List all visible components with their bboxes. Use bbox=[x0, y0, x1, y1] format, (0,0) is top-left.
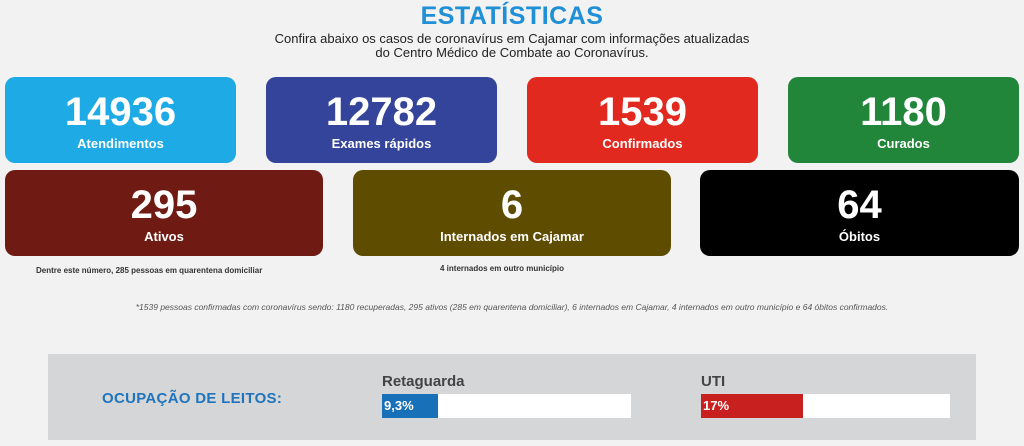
curados-label: Curados bbox=[877, 136, 930, 151]
beds-label: OCUPAÇÃO DE LEITOS: bbox=[102, 390, 283, 407]
uti-label: UTI bbox=[701, 373, 726, 390]
card-curados: 1180 Curados bbox=[788, 77, 1019, 163]
uti-fill: 17% bbox=[701, 394, 803, 418]
obitos-label: Óbitos bbox=[838, 229, 881, 244]
obitos-value: 64 bbox=[837, 183, 882, 227]
ativos-label: Ativos bbox=[144, 229, 184, 244]
internados-label: Internados em Cajamar bbox=[440, 229, 584, 244]
subtitle-line-2: do Centro Médico de Combate ao Coronavír… bbox=[375, 45, 649, 60]
exames-label: Exames rápidos bbox=[331, 136, 432, 151]
page-subtitle: Confira abaixo os casos de coronavírus e… bbox=[0, 32, 1024, 60]
internados-note: 4 internados em outro município bbox=[440, 264, 565, 273]
ativos-value: 295 bbox=[130, 183, 198, 227]
card-exames-rapidos: 12782 Exames rápidos bbox=[266, 77, 497, 163]
uti-value: 17% bbox=[703, 398, 730, 413]
card-obitos: 64 Óbitos bbox=[700, 170, 1019, 256]
confirmados-value: 1539 bbox=[598, 90, 687, 134]
beds-panel: OCUPAÇÃO DE LEITOS: Retaguarda 9,3% UTI … bbox=[48, 354, 976, 440]
retaguarda-label: Retaguarda bbox=[382, 373, 465, 390]
exames-value: 12782 bbox=[325, 90, 438, 134]
retaguarda-value: 9,3% bbox=[384, 398, 414, 413]
card-atendimentos: 14936 Atendimentos bbox=[5, 77, 236, 163]
retaguarda-fill: 9,3% bbox=[382, 394, 438, 418]
footnote: *1539 pessoas confirmadas com coronavíru… bbox=[135, 302, 889, 312]
atendimentos-label: Atendimentos bbox=[77, 136, 164, 151]
internados-value: 6 bbox=[500, 183, 524, 227]
uti-bar: 17% bbox=[701, 394, 950, 418]
curados-value: 1180 bbox=[860, 90, 947, 134]
card-confirmados: 1539 Confirmados bbox=[527, 77, 758, 163]
card-ativos: 295 Ativos bbox=[5, 170, 323, 256]
subtitle-line-1: Confira abaixo os casos de coronavírus e… bbox=[274, 31, 750, 46]
confirmados-label: Confirmados bbox=[602, 136, 683, 151]
atendimentos-value: 14936 bbox=[64, 90, 177, 134]
card-internados: 6 Internados em Cajamar bbox=[353, 170, 671, 256]
retaguarda-bar: 9,3% bbox=[382, 394, 631, 418]
ativos-note: Dentre este número, 285 pessoas em quare… bbox=[36, 266, 263, 275]
page-title: ESTATÍSTICAS bbox=[420, 2, 604, 30]
